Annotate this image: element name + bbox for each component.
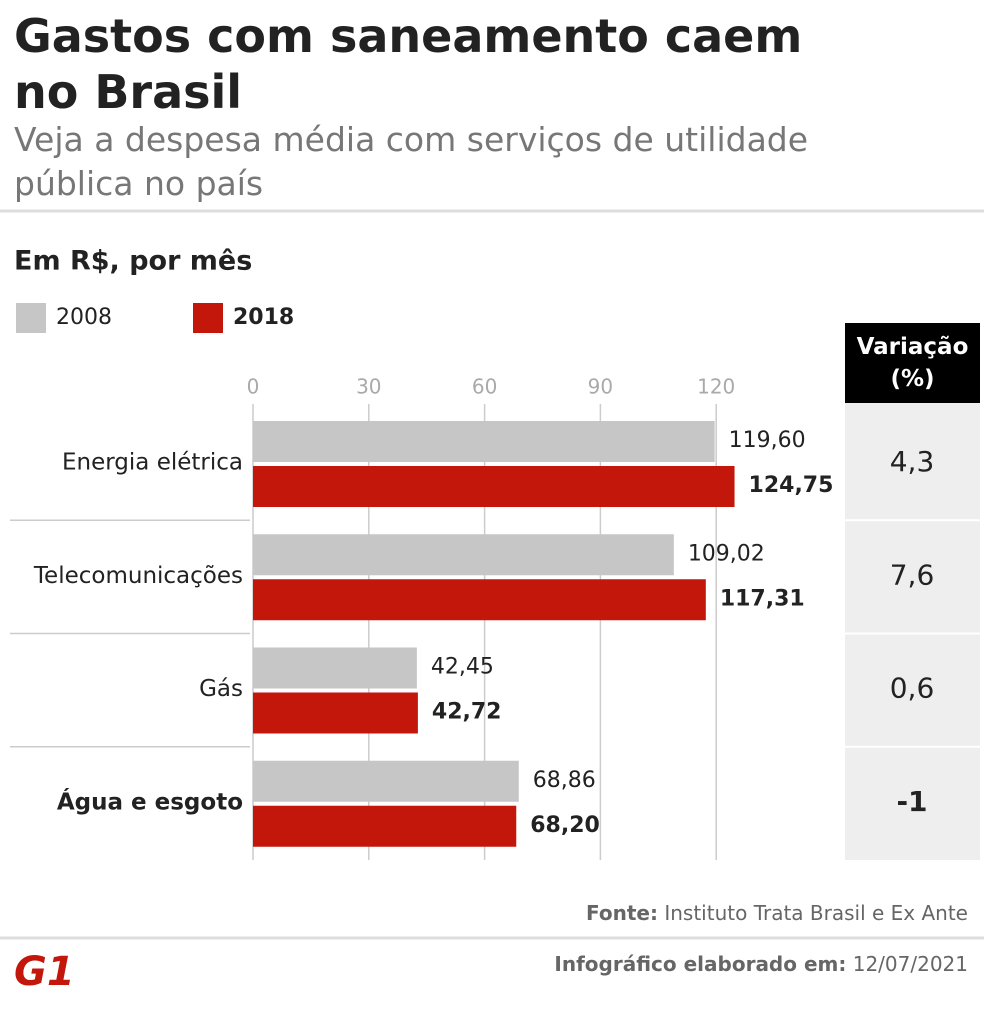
variation-bg bbox=[845, 403, 980, 860]
bar bbox=[253, 692, 418, 734]
value-label: 124,75 bbox=[749, 473, 834, 498]
unit-label: Em R$, por mês bbox=[14, 246, 252, 277]
bar bbox=[253, 534, 674, 576]
value-label: 119,60 bbox=[729, 428, 806, 453]
legend-label: 2018 bbox=[233, 305, 294, 330]
date: Infográfico elaborado em: 12/07/2021 bbox=[554, 952, 968, 976]
date-label: Infográfico elaborado em: bbox=[554, 952, 846, 976]
variation-value: 4,3 bbox=[890, 445, 935, 478]
category-label: Telecomunicações bbox=[33, 563, 243, 589]
date-text: 12/07/2021 bbox=[853, 952, 968, 976]
category-label: Energia elétrica bbox=[62, 450, 243, 476]
source-text: Instituto Trata Brasil e Ex Ante bbox=[664, 901, 968, 925]
category-label: Gás bbox=[199, 676, 243, 702]
variation-value: 0,6 bbox=[890, 672, 935, 705]
variation-value: 7,6 bbox=[890, 558, 935, 591]
bar bbox=[253, 421, 715, 462]
value-label: 42,45 bbox=[431, 655, 494, 680]
legend-label: 2008 bbox=[56, 305, 112, 330]
variation-header: Variação (%) bbox=[845, 323, 980, 403]
value-label: 68,86 bbox=[533, 768, 596, 793]
x-tick-label: 0 bbox=[247, 375, 260, 399]
value-label: 42,72 bbox=[432, 700, 502, 725]
bar bbox=[253, 647, 417, 689]
bar bbox=[253, 760, 519, 802]
value-label: 109,02 bbox=[688, 541, 765, 566]
x-tick-label: 90 bbox=[588, 375, 613, 399]
x-tick-label: 30 bbox=[356, 375, 381, 399]
subtitle: Veja a despesa média com serviços de uti… bbox=[14, 120, 809, 203]
source: Fonte: Instituto Trata Brasil e Ex Ante bbox=[586, 901, 968, 925]
source-label: Fonte: bbox=[586, 901, 658, 925]
x-tick-label: 60 bbox=[472, 375, 497, 399]
variation-value: -1 bbox=[896, 785, 927, 818]
legend-swatch bbox=[16, 303, 46, 333]
bar bbox=[253, 805, 517, 847]
value-label: 117,31 bbox=[720, 586, 805, 611]
bar bbox=[253, 466, 735, 507]
value-label: 68,20 bbox=[530, 813, 600, 838]
bar bbox=[253, 579, 706, 621]
legend-swatch bbox=[193, 303, 223, 333]
title: Gastos com saneamento caem no Brasil bbox=[14, 9, 803, 119]
category-label: Água e esgoto bbox=[57, 787, 243, 815]
logo: G1 bbox=[14, 949, 75, 995]
x-tick-label: 120 bbox=[697, 375, 735, 399]
